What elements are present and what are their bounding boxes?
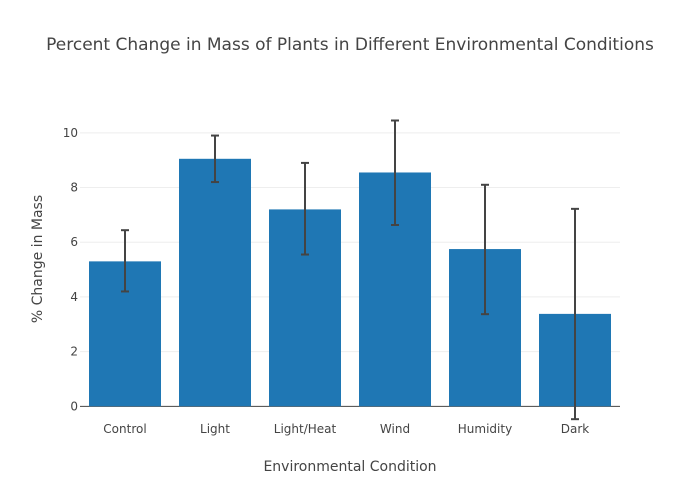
y-axis-label: % Change in Mass xyxy=(30,195,46,323)
x-tick-label: Wind xyxy=(380,422,410,436)
y-axis-ticks: 0 2 4 6 8 10 xyxy=(63,126,78,414)
y-tick-label: 6 xyxy=(70,235,78,249)
error-bar xyxy=(121,229,129,293)
bars xyxy=(89,158,611,407)
error-bars xyxy=(121,119,579,421)
error-bar xyxy=(301,161,309,256)
x-tick-label: Control xyxy=(103,422,146,436)
y-tick-label: 2 xyxy=(70,345,78,359)
y-tick-label: 8 xyxy=(70,181,78,195)
y-tick-label: 10 xyxy=(63,126,78,140)
x-tick-label: Dark xyxy=(561,422,590,436)
error-bar xyxy=(571,207,579,421)
error-bar xyxy=(211,134,219,184)
x-axis-ticks: Control Light Light/Heat Wind Humidity Dark xyxy=(103,422,589,436)
y-tick-label: 4 xyxy=(70,290,78,304)
x-tick-label: Light/Heat xyxy=(274,422,337,436)
gridlines xyxy=(80,132,620,407)
y-tick-label: 0 xyxy=(70,399,78,413)
x-tick-label: Light xyxy=(200,422,230,436)
error-bar xyxy=(391,119,399,226)
bar-light xyxy=(179,158,251,407)
chart-title: Percent Change in Mass of Plants in Diff… xyxy=(46,35,654,55)
x-axis-label: Environmental Condition xyxy=(263,459,436,475)
error-bar xyxy=(481,183,489,316)
x-tick-label: Humidity xyxy=(458,422,512,436)
